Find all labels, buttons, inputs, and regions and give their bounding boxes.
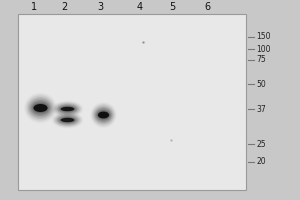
Ellipse shape	[59, 105, 76, 113]
Ellipse shape	[61, 107, 74, 111]
Ellipse shape	[95, 108, 112, 122]
Ellipse shape	[55, 103, 80, 115]
Ellipse shape	[94, 107, 113, 123]
Text: 50: 50	[256, 80, 266, 89]
Text: 6: 6	[204, 2, 210, 12]
Ellipse shape	[59, 116, 76, 124]
Ellipse shape	[98, 111, 110, 119]
Text: 150: 150	[256, 32, 271, 41]
Text: 2: 2	[61, 2, 68, 12]
Text: 75: 75	[256, 55, 266, 64]
Text: 3: 3	[98, 2, 103, 12]
Ellipse shape	[28, 97, 53, 119]
Ellipse shape	[30, 100, 51, 116]
Ellipse shape	[56, 115, 79, 125]
Ellipse shape	[58, 116, 77, 124]
Bar	[18, 14, 246, 190]
Ellipse shape	[60, 117, 75, 123]
Ellipse shape	[29, 98, 52, 117]
Ellipse shape	[33, 103, 48, 113]
Text: 25: 25	[256, 140, 266, 149]
Ellipse shape	[58, 105, 77, 113]
Ellipse shape	[96, 109, 111, 121]
Ellipse shape	[54, 102, 81, 116]
Ellipse shape	[98, 112, 109, 118]
Ellipse shape	[26, 96, 55, 120]
Ellipse shape	[92, 104, 115, 126]
Ellipse shape	[60, 106, 75, 112]
Ellipse shape	[56, 104, 79, 114]
Ellipse shape	[93, 106, 114, 124]
Text: 1: 1	[32, 2, 38, 12]
Text: 4: 4	[136, 2, 142, 12]
Ellipse shape	[54, 113, 81, 127]
Ellipse shape	[61, 118, 74, 122]
Text: 20: 20	[256, 157, 266, 166]
Ellipse shape	[32, 102, 50, 114]
Ellipse shape	[34, 104, 47, 112]
Ellipse shape	[55, 114, 80, 126]
Text: 37: 37	[256, 105, 266, 114]
Text: 100: 100	[256, 45, 271, 54]
Text: 5: 5	[169, 2, 175, 12]
